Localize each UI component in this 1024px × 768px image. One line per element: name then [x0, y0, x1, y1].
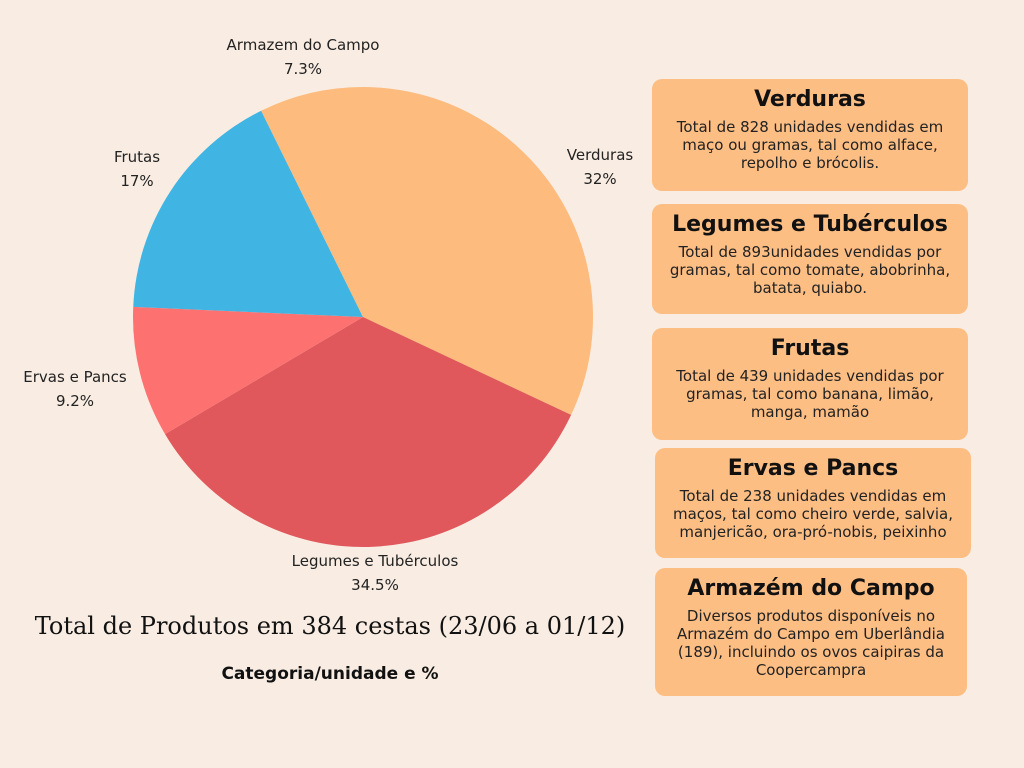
card-text: Total de 439 unidades vendidas por grama…	[676, 367, 944, 421]
slice-label: Verduras	[567, 146, 634, 164]
card-title: Verduras	[754, 87, 866, 112]
slice-value-label: 17%	[120, 172, 153, 190]
slice-label: Armazem do Campo	[227, 36, 380, 54]
card-text: Total de 828 unidades vendidas em maço o…	[676, 118, 944, 172]
card-text: Total de 893unidades vendidas por gramas…	[669, 243, 951, 297]
slice-value-label: 34.5%	[351, 576, 399, 594]
card-title: Frutas	[770, 336, 850, 361]
slice-label: Ervas e Pancs	[23, 368, 127, 386]
pie-slice-frutas	[133, 110, 363, 318]
card-title: Ervas e Pancs	[727, 456, 899, 481]
chart-title: Total de Produtos em 384 cestas (23/06 a…	[34, 612, 626, 640]
slice-label: Legumes e Tubérculos	[292, 552, 459, 570]
pie-chart: Verduras 32% Legumes e Tubérculos 34.5% Erva…	[23, 36, 634, 594]
card-verduras: Verduras Total de 828 unidades vendidas …	[652, 79, 968, 191]
card-title: Armazém do Campo	[687, 576, 935, 601]
chart-subtitle: Categoria/unidade e %	[221, 664, 439, 684]
pie-slice-verduras	[363, 87, 593, 415]
card-frutas: Frutas Total de 439 unidades vendidas po…	[652, 328, 968, 440]
card-legumes-e-tuberculos: Legumes e Tubérculos Total de 893unidade…	[652, 204, 968, 314]
slice-value-label: 7.3%	[284, 60, 322, 78]
card-text: Diversos produtos disponíveis no Armazém…	[677, 607, 945, 679]
slice-value-label: 32%	[583, 170, 616, 188]
card-text: Total de 238 unidades vendidas em maços,…	[673, 487, 953, 541]
card-armazem-do-campo: Armazém do Campo Diversos produtos dispo…	[655, 568, 967, 696]
card-title: Legumes e Tubérculos	[672, 212, 948, 237]
pie-slice-ervas-e-pancs	[133, 306, 363, 435]
pie-slice-legumes-e-tub-rculos	[165, 317, 572, 547]
pie-slice-armazem-do-campo	[261, 87, 363, 317]
slice-value-label: 9.2%	[56, 392, 94, 410]
card-ervas-e-pancs: Ervas e Pancs Total de 238 unidades vend…	[655, 448, 971, 558]
slice-label: Frutas	[114, 148, 160, 166]
